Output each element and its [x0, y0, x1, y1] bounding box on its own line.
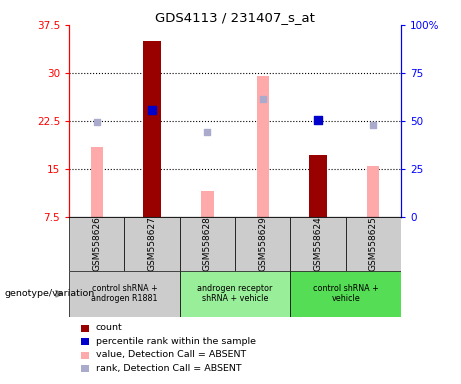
Text: value, Detection Call = ABSENT: value, Detection Call = ABSENT — [96, 350, 246, 359]
Bar — [367, 166, 379, 217]
Bar — [180, 217, 235, 271]
Text: GSM558629: GSM558629 — [258, 217, 267, 271]
Bar — [309, 155, 327, 217]
Text: androgen receptor
shRNA + vehicle: androgen receptor shRNA + vehicle — [197, 284, 273, 303]
Bar — [69, 271, 180, 317]
Text: GSM558627: GSM558627 — [148, 217, 157, 271]
Text: GSM558626: GSM558626 — [92, 217, 101, 271]
Text: rank, Detection Call = ABSENT: rank, Detection Call = ABSENT — [96, 364, 242, 373]
Text: percentile rank within the sample: percentile rank within the sample — [96, 337, 256, 346]
Point — [370, 122, 377, 129]
Point — [314, 117, 322, 123]
Text: control shRNA +
androgen R1881: control shRNA + androgen R1881 — [91, 284, 158, 303]
Text: GSM558625: GSM558625 — [369, 217, 378, 271]
Bar — [290, 271, 401, 317]
Text: genotype/variation: genotype/variation — [5, 289, 95, 298]
Bar — [69, 217, 124, 271]
Point — [93, 119, 100, 125]
Bar — [124, 217, 180, 271]
Bar — [235, 217, 290, 271]
Bar — [257, 76, 269, 217]
Bar — [143, 41, 161, 217]
Text: count: count — [96, 323, 123, 333]
Text: GSM558624: GSM558624 — [313, 217, 323, 271]
Text: control shRNA +
vehicle: control shRNA + vehicle — [313, 284, 378, 303]
Title: GDS4113 / 231407_s_at: GDS4113 / 231407_s_at — [155, 11, 315, 24]
Point — [204, 129, 211, 135]
Bar — [201, 191, 213, 217]
Bar — [180, 271, 290, 317]
Bar — [290, 217, 346, 271]
Bar — [346, 217, 401, 271]
Text: GSM558628: GSM558628 — [203, 217, 212, 271]
Point — [259, 96, 266, 102]
Bar — [91, 147, 103, 217]
Point — [148, 107, 156, 113]
